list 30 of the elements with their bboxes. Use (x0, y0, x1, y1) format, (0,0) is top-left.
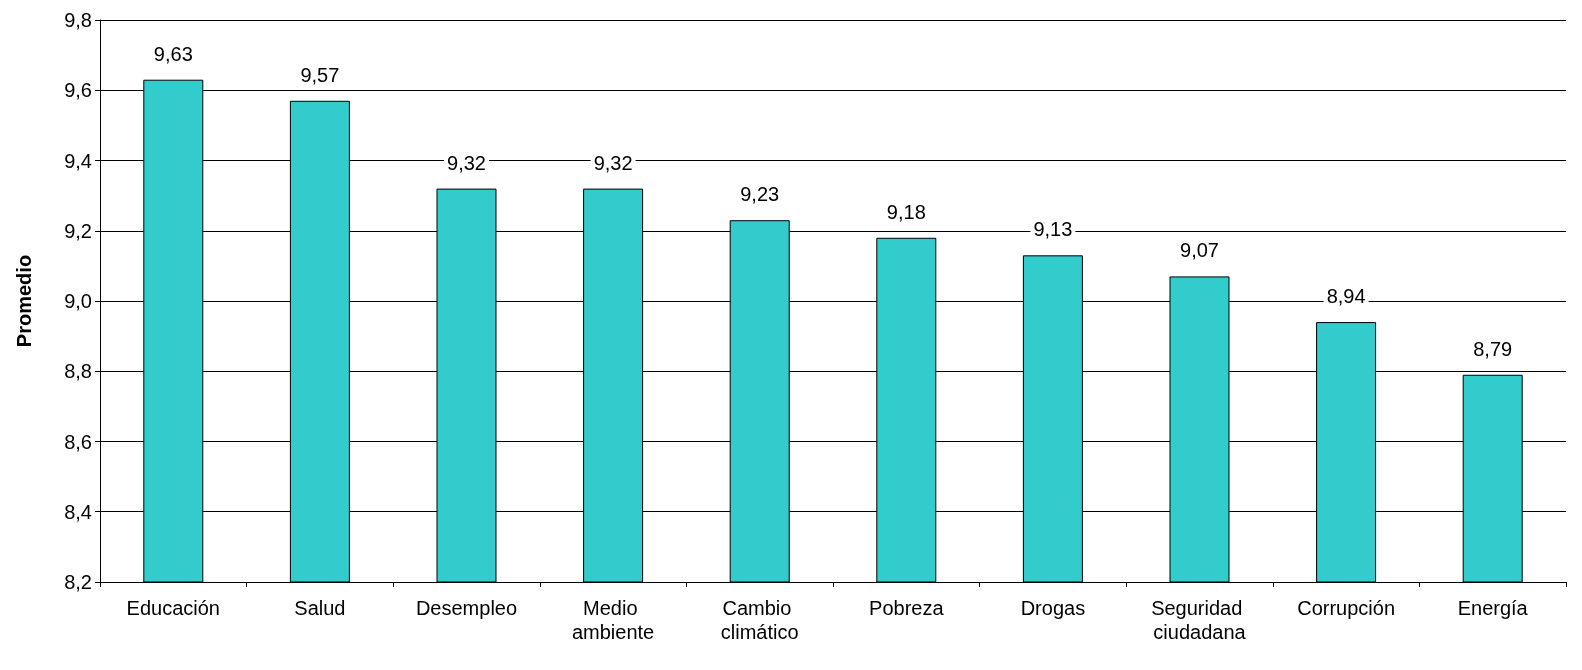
data-label: 9,13 (1033, 218, 1073, 241)
y-tick-label: 9,8 (64, 9, 92, 31)
x-tick-label: Cambio climático (720, 597, 799, 643)
y-axis-title: Promedio (13, 254, 35, 348)
y-tick-label: 8,2 (64, 571, 92, 593)
data-label: 9,57 (300, 63, 340, 86)
y-tick-label: 9,4 (64, 149, 92, 172)
x-tick-label: Pobreza (869, 597, 945, 619)
y-tick-label: 8,4 (64, 500, 92, 523)
data-label: 9,18 (886, 200, 926, 223)
x-tick-label: Seguridad ciudadana (1151, 597, 1248, 643)
y-tick-label: 9,2 (64, 219, 92, 242)
data-label: 8,94 (1326, 285, 1366, 308)
x-tick-label: Corrupción (1297, 597, 1396, 619)
x-tick-label: Salud (294, 597, 346, 619)
data-label: 9,07 (1180, 239, 1219, 262)
x-tick-label: Energía (1457, 597, 1529, 619)
data-label: 9,32 (447, 151, 486, 174)
y-tick-label: 8,8 (64, 360, 92, 383)
x-tick-label: Medio ambiente (571, 597, 655, 643)
data-label: 9,23 (740, 183, 780, 206)
data-label: 8,79 (1473, 337, 1513, 360)
y-tick-label: 9,0 (64, 290, 92, 312)
data-label: 9,63 (153, 42, 193, 65)
data-label: 9,32 (593, 151, 633, 174)
y-tick-label: 8,6 (64, 430, 92, 453)
y-tick-label: 9,6 (64, 79, 92, 102)
x-tick-label: Drogas (1020, 597, 1086, 619)
x-tick-label: Desempleo (415, 597, 518, 619)
x-tick-label: Educación (126, 597, 220, 619)
